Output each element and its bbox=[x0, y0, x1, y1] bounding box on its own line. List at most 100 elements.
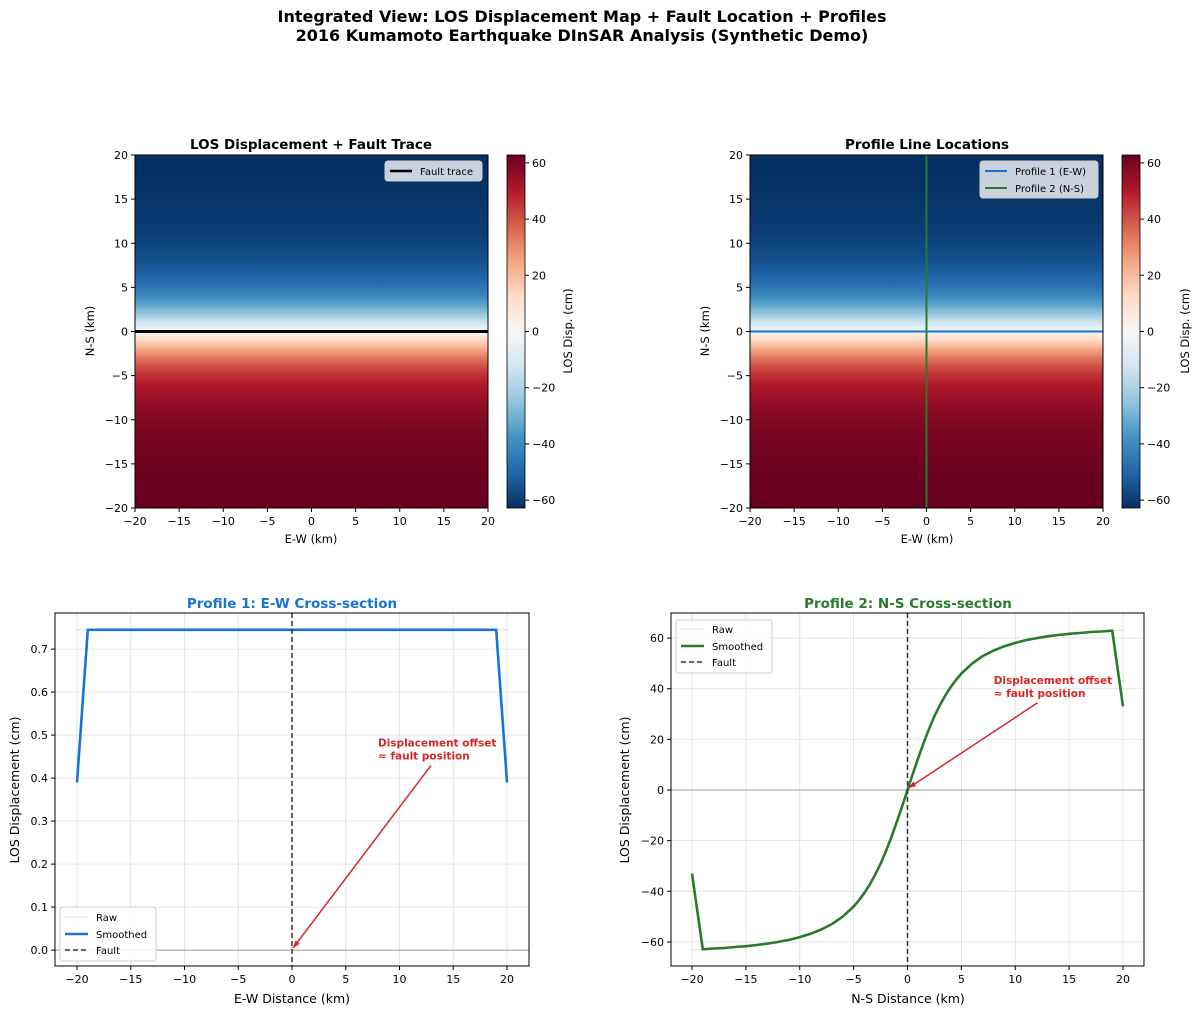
profile1-ylabel: LOS Displacement (cm) bbox=[7, 717, 22, 864]
legend-raw-label: Raw bbox=[712, 625, 733, 636]
map2-ylabel: N-S (km) bbox=[698, 306, 712, 357]
plot-area bbox=[55, 613, 529, 966]
legend-smoothed-label: Smoothed bbox=[712, 642, 763, 653]
x-tick-label: −20 bbox=[738, 515, 761, 528]
map2-colorbar-label: LOS Disp. (cm) bbox=[1178, 288, 1192, 373]
map2-title: Profile Line Locations bbox=[845, 137, 1009, 153]
y-tick-label: −15 bbox=[105, 458, 128, 471]
legend-profile1-label: Profile 1 (E-W) bbox=[1015, 167, 1086, 178]
colorbar-tick-label: 20 bbox=[1147, 269, 1161, 282]
x-tick-label: 0 bbox=[904, 973, 911, 986]
panel-3: −20 −15 −10 −5 0 5 10 15 20 0.0 0.1 0.2 0.3 0.4 0.5 0.6… bbox=[31, 612, 530, 986]
profile2-annotation-line2: ≈ fault position bbox=[994, 688, 1086, 700]
profile1-annotation-line2: ≈ fault position bbox=[378, 751, 470, 763]
plot-area bbox=[750, 155, 1103, 508]
suptitle-line2: 2016 Kumamoto Earthquake DInSAR Analysis… bbox=[296, 26, 869, 45]
colorbar-tick-label: −20 bbox=[1147, 382, 1170, 395]
y-tick-label: 0.5 bbox=[31, 729, 49, 742]
legend-fault-trace-label: Fault trace bbox=[420, 167, 473, 178]
profile1-title: Profile 1: E-W Cross-section bbox=[187, 596, 397, 612]
colorbar-tick-label: 20 bbox=[532, 269, 546, 282]
annotation-arrowhead bbox=[908, 781, 917, 789]
x-tick-label: 20 bbox=[1096, 515, 1110, 528]
x-tick-label: −5 bbox=[874, 515, 890, 528]
legend-smoothed-label: Smoothed bbox=[96, 930, 147, 941]
y-tick-label: 60 bbox=[650, 632, 664, 645]
y-tick-label: −15 bbox=[720, 458, 743, 471]
colorbar-tick-label: 40 bbox=[532, 213, 546, 226]
x-tick-label: −5 bbox=[259, 515, 275, 528]
y-tick-label: −10 bbox=[720, 414, 743, 427]
x-tick-label: −15 bbox=[783, 515, 806, 528]
y-tick-label: −20 bbox=[105, 502, 128, 515]
colorbar-tick-label: −60 bbox=[1147, 494, 1170, 507]
x-tick-label: 15 bbox=[446, 973, 460, 986]
colorbar-tick-label: −60 bbox=[532, 494, 555, 507]
y-tick-label: 0 bbox=[736, 326, 743, 339]
x-tick-label: 10 bbox=[1008, 515, 1022, 528]
y-tick-label: 0.2 bbox=[31, 858, 49, 871]
panel-4: −20 −15 −10 −5 0 5 10 15 20 −60 −40 −20 0 20 40 60 bbox=[641, 612, 1145, 986]
panel-1: −60 −40 −20 0 20 40 60 −20 −15 −10 −5 0 5 10 15 20 −20 −1… bbox=[105, 149, 555, 528]
y-tick-label: 0 bbox=[657, 784, 664, 797]
annotation-arrow bbox=[292, 765, 432, 949]
y-tick-label: −20 bbox=[641, 835, 664, 848]
profile2-ylabel: LOS Displacement (cm) bbox=[617, 717, 632, 864]
y-tick-label: 15 bbox=[114, 193, 128, 206]
legend-fault-label: Fault bbox=[712, 658, 736, 669]
x-tick-label: 5 bbox=[967, 515, 974, 528]
x-tick-label: 20 bbox=[481, 515, 495, 528]
profile1-annotation-line1: Displacement offset bbox=[378, 738, 496, 750]
colorbar-tick-label: 40 bbox=[1147, 213, 1161, 226]
legend-fault-label: Fault bbox=[96, 946, 120, 957]
x-tick-label: 0 bbox=[923, 515, 930, 528]
x-tick-label: −10 bbox=[212, 515, 235, 528]
x-tick-label: −15 bbox=[168, 515, 191, 528]
x-tick-label: −15 bbox=[119, 973, 142, 986]
x-tick-label: −10 bbox=[827, 515, 850, 528]
y-tick-label: 0.0 bbox=[31, 944, 49, 957]
colorbar bbox=[506, 154, 526, 509]
map1-colorbar-label: LOS Disp. (cm) bbox=[561, 288, 575, 373]
x-tick-label: 0 bbox=[289, 973, 296, 986]
plot-area bbox=[671, 613, 1144, 966]
y-tick-label: −5 bbox=[727, 370, 743, 383]
y-tick-label: 15 bbox=[729, 193, 743, 206]
x-tick-label: 10 bbox=[1008, 973, 1022, 986]
y-tick-label: −10 bbox=[105, 414, 128, 427]
y-tick-label: 0.6 bbox=[31, 686, 49, 699]
y-tick-label: −20 bbox=[720, 502, 743, 515]
colorbar-tick-label: −40 bbox=[1147, 438, 1170, 451]
legend-raw-label: Raw bbox=[96, 913, 117, 924]
colorbar-tick-label: 0 bbox=[532, 326, 539, 339]
colorbar bbox=[1121, 154, 1141, 509]
x-tick-label: 20 bbox=[500, 973, 514, 986]
y-tick-label: 0.4 bbox=[31, 772, 49, 785]
y-tick-label: 40 bbox=[650, 683, 664, 696]
annotation-arrowhead bbox=[293, 940, 300, 949]
x-tick-label: −10 bbox=[788, 973, 811, 986]
suptitle-line1: Integrated View: LOS Displacement Map + … bbox=[278, 7, 887, 26]
y-tick-label: 5 bbox=[736, 281, 743, 294]
x-tick-label: 10 bbox=[392, 973, 406, 986]
plot-area bbox=[135, 155, 488, 508]
y-tick-label: 20 bbox=[650, 733, 664, 746]
profile2-title: Profile 2: N-S Cross-section bbox=[804, 596, 1012, 612]
x-tick-label: 5 bbox=[958, 973, 965, 986]
map1-ylabel: N-S (km) bbox=[83, 306, 97, 357]
map2-xlabel: E-W (km) bbox=[901, 532, 954, 546]
panel-2: −60 −40 −20 0 20 40 60 −20 −15 −10 −5 0 5 10 15 20 −20 −1… bbox=[720, 149, 1170, 528]
y-tick-label: −40 bbox=[641, 885, 664, 898]
x-tick-label: 15 bbox=[1052, 515, 1066, 528]
annotation-arrow bbox=[908, 702, 1038, 789]
x-tick-label: −5 bbox=[230, 973, 246, 986]
x-tick-label: 0 bbox=[308, 515, 315, 528]
profile1-legend: Raw Smoothed Fault bbox=[59, 906, 157, 962]
x-tick-label: 15 bbox=[1062, 973, 1076, 986]
x-tick-label: −15 bbox=[734, 973, 757, 986]
plot-layer: −60 −40 −20 0 20 40 60 −20 −15 −10 −5 0 5 10 15 20 −20 −1… bbox=[31, 149, 1171, 986]
y-tick-label: 20 bbox=[114, 149, 128, 162]
y-tick-label: −5 bbox=[112, 370, 128, 383]
colorbar-tick-label: −40 bbox=[532, 438, 555, 451]
